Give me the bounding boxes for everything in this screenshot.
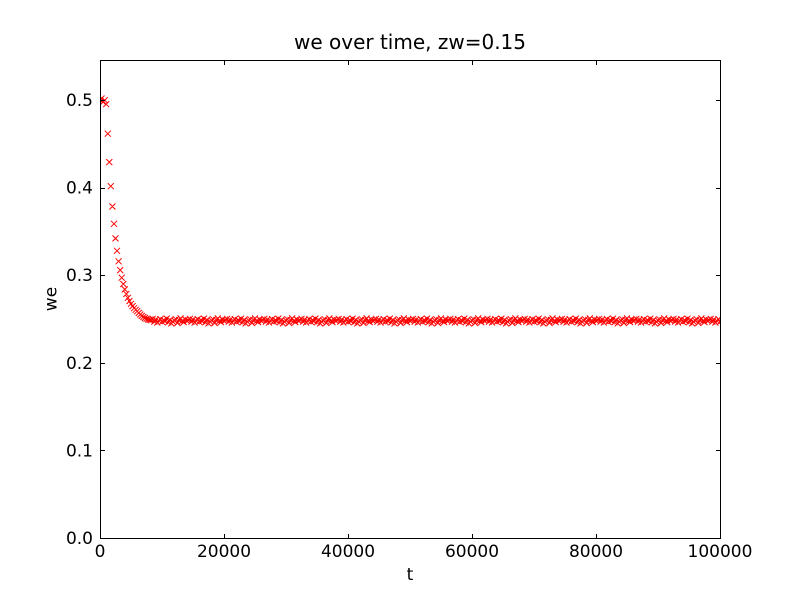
chart-title: we over time, zw=0.15	[293, 30, 527, 54]
x-tick-label: 60000	[445, 542, 499, 562]
y-tick-label: 0.4	[66, 179, 93, 199]
y-axis-label: we	[41, 286, 62, 312]
y-tick-label: 0.3	[66, 266, 93, 286]
x-tick-label: 40000	[321, 542, 375, 562]
y-tick-label: 0.5	[66, 91, 93, 111]
axes-frame	[100, 60, 721, 539]
x-tick-label: 100000	[688, 542, 753, 562]
y-tick-label: 0.1	[66, 441, 93, 461]
x-tick-label: 80000	[569, 542, 623, 562]
y-tick-label: 0.0	[66, 529, 93, 549]
y-tick-label: 0.2	[66, 354, 93, 374]
scatter-series-we	[100, 95, 720, 327]
x-tick-label: 0	[95, 542, 106, 562]
x-tick-label: 20000	[197, 542, 251, 562]
x-axis-label: t	[406, 565, 414, 585]
